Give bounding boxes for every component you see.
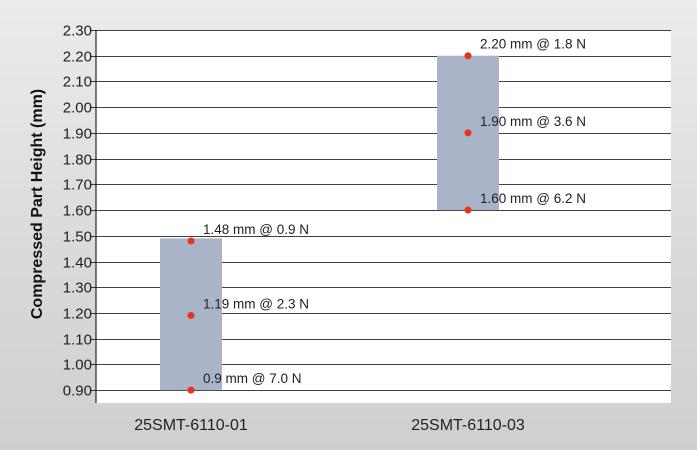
data-point: [464, 129, 472, 137]
data-point: [464, 206, 472, 214]
y-tick-label: 2.20: [63, 49, 92, 66]
y-tick-label: 1.50: [63, 229, 92, 246]
y-tick-label: 1.20: [63, 306, 92, 323]
data-labels: 1.48 mm @ 0.9 N 1.19 mm @ 2.3 N 0.9 mm @ 7…: [203, 37, 586, 386]
y-tick-label: 1.70: [63, 177, 92, 194]
data-label: 0.9 mm @ 7.0 N: [203, 371, 301, 386]
y-tick-label: 2.10: [63, 74, 92, 91]
data-points: [187, 52, 472, 394]
y-tick-labels: 0.90 1.00 1.10 1.20 1.30 1.40 1.50 1.60 1.70 1.80…: [63, 23, 92, 400]
y-tick-label: 1.00: [63, 357, 92, 374]
data-point: [464, 52, 472, 60]
y-tick-label: 1.40: [63, 255, 92, 272]
y-tick-label: 1.30: [63, 280, 92, 297]
x-category-labels: 25SMT-6110-01 25SMT-6110-03: [134, 417, 525, 434]
x-category-label: 25SMT-6110-03: [411, 417, 525, 434]
data-label: 1.19 mm @ 2.3 N: [203, 297, 309, 312]
y-tick-label: 2.30: [63, 23, 92, 40]
data-label: 1.90 mm @ 3.6 N: [480, 114, 586, 129]
data-point: [187, 386, 195, 394]
data-label: 1.60 mm @ 6.2 N: [480, 191, 586, 206]
y-tick-label: 1.80: [63, 152, 92, 169]
y-axis-title: Compressed Part Height (mm): [29, 89, 46, 319]
y-tick-label: 0.90: [63, 383, 92, 400]
data-point: [187, 312, 195, 320]
data-point: [187, 237, 195, 245]
x-category-label: 25SMT-6110-01: [134, 417, 248, 434]
range-bars: [160, 55, 499, 391]
y-tick-label: 1.90: [63, 126, 92, 143]
data-label: 2.20 mm @ 1.8 N: [480, 37, 586, 52]
y-tick-label: 1.10: [63, 332, 92, 349]
data-label: 1.48 mm @ 0.9 N: [203, 222, 309, 237]
y-tick-label: 2.00: [63, 100, 92, 117]
y-tick-label: 1.60: [63, 203, 92, 220]
